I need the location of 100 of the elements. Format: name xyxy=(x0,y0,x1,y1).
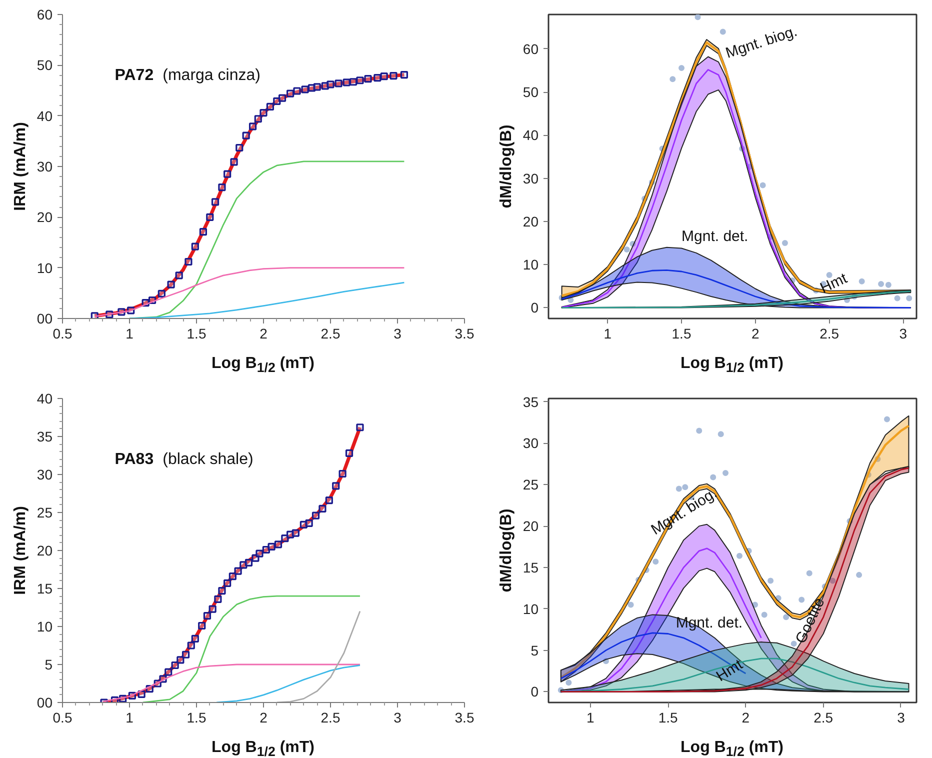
y-tick-label: 15 xyxy=(36,580,53,596)
line-series xyxy=(128,282,405,318)
y-tick-label: 40 xyxy=(36,390,53,406)
x-tick-label: 1 xyxy=(586,710,595,726)
point xyxy=(171,661,179,670)
x-tick-label: 2.5 xyxy=(814,710,834,726)
y-tick-label: 20 xyxy=(36,542,53,558)
x-tick-label: 1 xyxy=(126,710,134,726)
y-axis-title: IRM (mA/m) xyxy=(12,122,29,211)
point xyxy=(768,578,774,584)
point xyxy=(191,242,199,250)
line-series xyxy=(216,664,361,702)
x-tick-label: 2.5 xyxy=(820,326,840,342)
x-tick-label: 3 xyxy=(899,326,908,342)
x-tick-label: 2.5 xyxy=(320,710,340,726)
point xyxy=(624,246,630,252)
point xyxy=(230,158,238,166)
y-tick-label: 5 xyxy=(44,656,53,672)
point xyxy=(206,213,214,221)
x-tick-label: 1.5 xyxy=(672,326,692,342)
y-tick-label: 35 xyxy=(522,394,539,410)
point xyxy=(211,198,220,206)
y-tick-label: 10 xyxy=(522,600,539,617)
x-tick-label: 3.5 xyxy=(454,710,474,726)
point xyxy=(218,586,226,595)
y-axis-title: IRM (mA/m) xyxy=(12,506,29,595)
point xyxy=(332,482,340,490)
point xyxy=(694,14,701,20)
y-tick-label: 50 xyxy=(36,57,53,74)
point xyxy=(198,622,206,630)
x-tick-label: 2 xyxy=(260,326,268,342)
x-tick-label: 2.5 xyxy=(320,326,340,342)
point xyxy=(720,28,726,35)
annotation: Mgnt. biog. xyxy=(648,484,720,538)
point xyxy=(356,76,364,84)
x-tick-label: 1 xyxy=(126,326,134,342)
point xyxy=(783,614,790,620)
point xyxy=(878,281,884,287)
point xyxy=(894,295,900,302)
point xyxy=(214,595,222,603)
point xyxy=(760,182,766,188)
y-tick-label: 40 xyxy=(522,127,539,144)
point xyxy=(326,80,334,88)
y-tick-label: 25 xyxy=(36,504,53,520)
x-tick-label: 3 xyxy=(897,710,906,726)
point xyxy=(374,74,382,82)
point xyxy=(678,64,685,71)
point xyxy=(602,658,609,664)
y-tick-label: 40 xyxy=(36,108,53,124)
x-tick-label: 0.5 xyxy=(52,710,72,726)
point xyxy=(228,572,236,580)
x-tick-label: 0.5 xyxy=(52,326,72,342)
point xyxy=(568,296,574,303)
x-axis-title: Log B$_{1/2}$ (mT) xyxy=(680,355,784,378)
point xyxy=(830,578,836,584)
y-tick-label: 0 xyxy=(530,300,539,316)
point xyxy=(806,570,812,576)
point xyxy=(696,428,702,434)
x-tick-label: 3 xyxy=(394,710,402,726)
point xyxy=(670,76,676,82)
point xyxy=(380,72,388,80)
point xyxy=(208,605,216,613)
point xyxy=(722,470,729,476)
x-tick-label: 2 xyxy=(742,710,750,726)
y-tick-label: 15 xyxy=(522,559,539,576)
point xyxy=(325,496,333,504)
point xyxy=(566,680,572,686)
y-tick-label: 00 xyxy=(36,310,53,326)
point xyxy=(345,449,354,458)
point xyxy=(312,512,320,520)
point xyxy=(248,122,257,130)
y-tick-label: 5 xyxy=(530,642,539,658)
x-axis-title: Log B$_{1/2}$ (mT) xyxy=(680,739,784,758)
point xyxy=(184,258,192,266)
y-axis-title: dM/dlog(B) xyxy=(498,124,515,208)
point xyxy=(305,519,313,527)
y-tick-label: 10 xyxy=(36,618,53,634)
y-tick-label: 20 xyxy=(36,209,53,226)
point xyxy=(318,504,326,512)
point xyxy=(286,90,294,98)
y-tick-label: 10 xyxy=(522,256,539,273)
y-tick-label: 50 xyxy=(522,84,539,100)
point xyxy=(274,540,282,548)
point xyxy=(199,228,207,236)
point xyxy=(218,183,226,192)
point xyxy=(236,144,244,152)
y-tick-label: 30 xyxy=(522,435,539,452)
point xyxy=(338,470,346,478)
point xyxy=(390,72,398,80)
point xyxy=(224,170,232,178)
point xyxy=(628,602,634,608)
annotation: PA72 xyxy=(114,66,154,84)
annotation: (black shale) xyxy=(162,450,254,468)
y-axis-title: dM/dlog(B) xyxy=(498,508,515,592)
point xyxy=(292,529,300,537)
line-series xyxy=(276,610,361,702)
point xyxy=(630,240,636,247)
annotation: Mgnt. biog. xyxy=(724,22,800,62)
x-tick-label: 3 xyxy=(394,326,402,342)
y-tick-label: 20 xyxy=(522,518,539,534)
